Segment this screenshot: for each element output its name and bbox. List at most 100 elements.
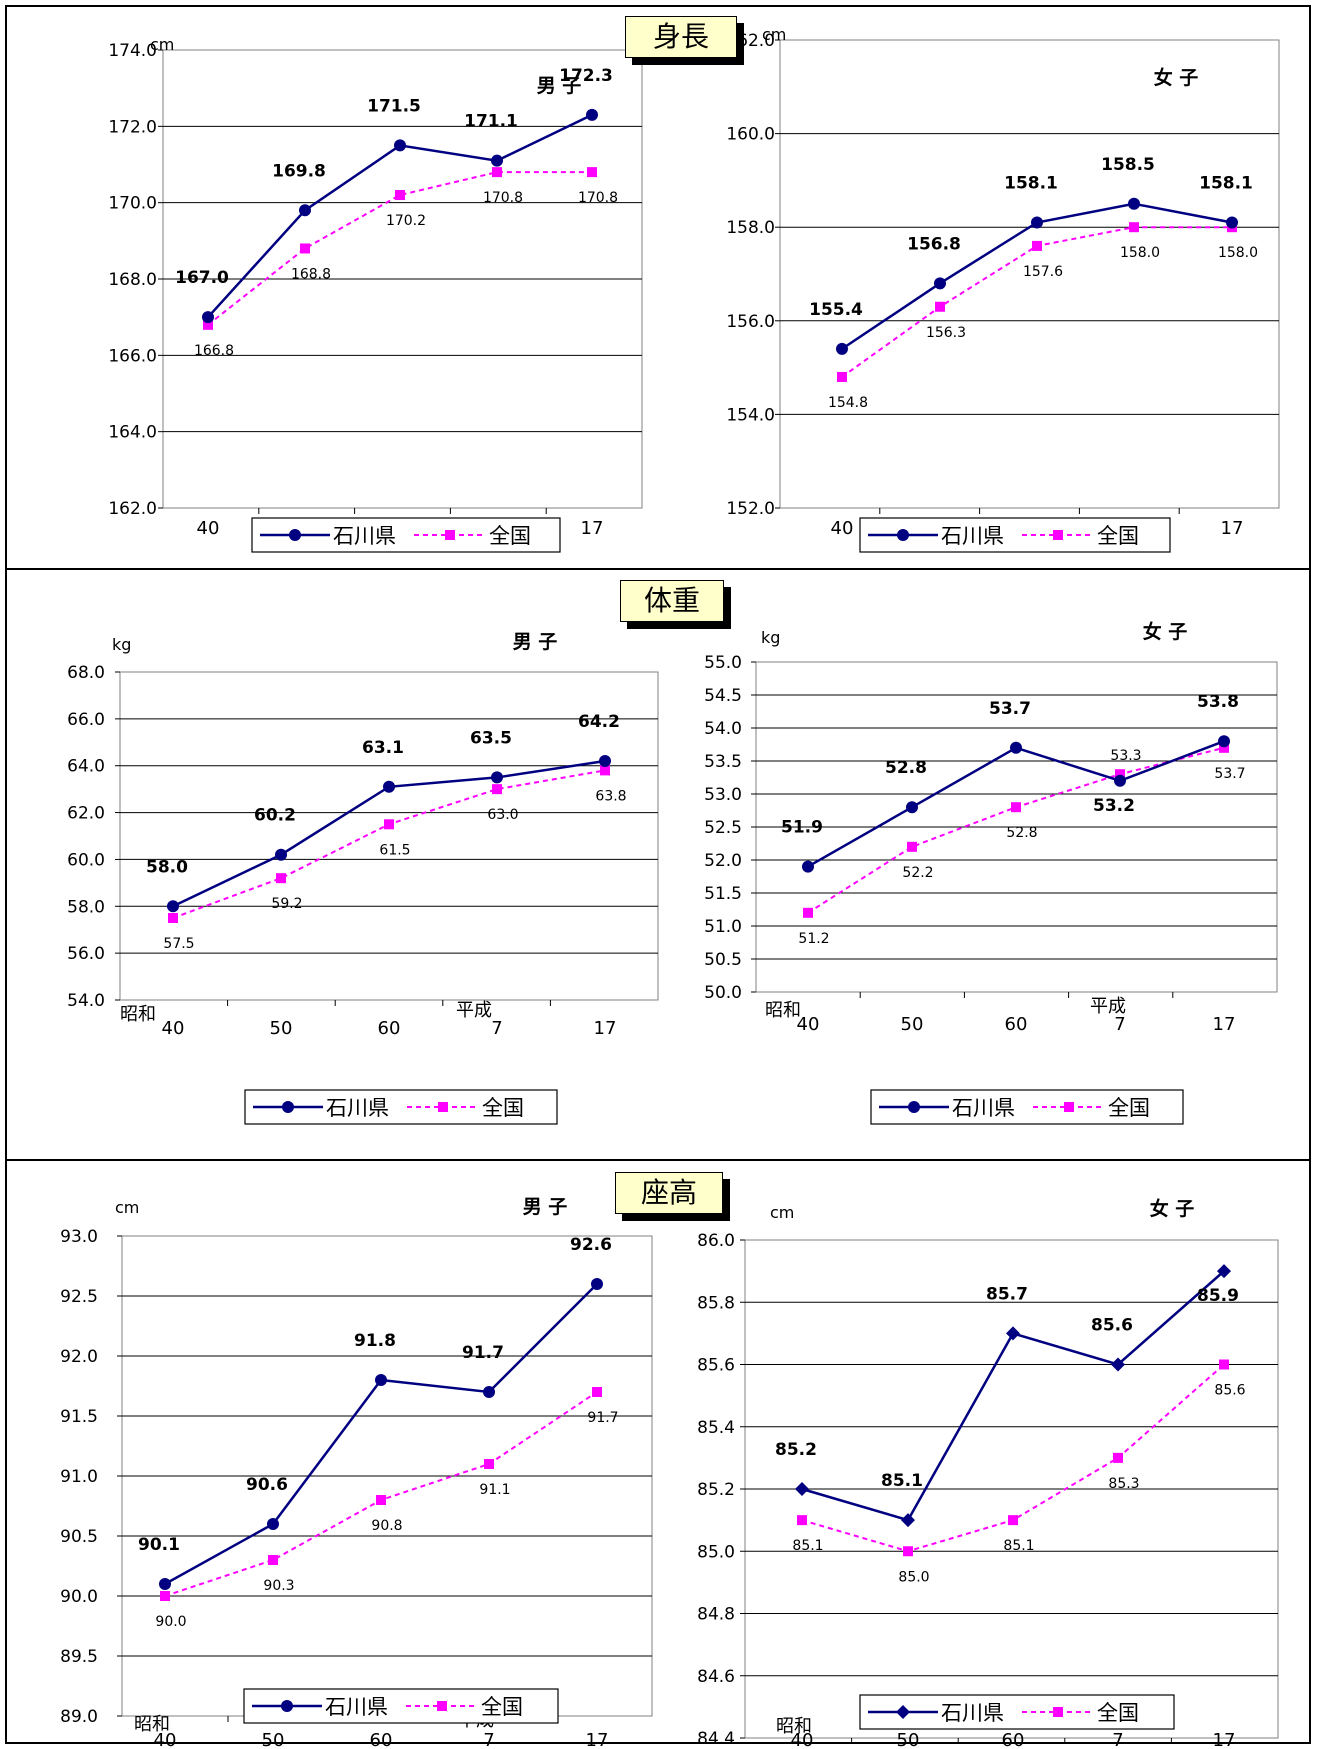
data-point-ishikawa [375,1374,387,1386]
data-point-ishikawa [483,1386,495,1398]
data-point-national [1115,769,1125,780]
data-label-ishikawa: 158.1 [1004,174,1058,194]
plot-area [119,671,659,1001]
era-label: 平成 [456,1000,492,1021]
legend-marker-national [438,1102,448,1112]
data-point-ishikawa [1226,216,1238,229]
x-tick-label: 60 [370,1730,393,1749]
data-label-ishikawa: 92.6 [570,1235,612,1255]
x-tick-label: 40 [197,518,220,539]
data-point-ishikawa [383,780,395,793]
y-tick-label: 68.0 [67,663,105,683]
data-point-national [160,1591,170,1601]
unit-label: cm [150,35,174,54]
legend-marker-national [1064,1102,1074,1112]
y-tick-label: 152.0 [726,499,775,519]
y-tick-label: 51.5 [704,884,742,904]
data-label-ishikawa: 85.2 [775,1440,817,1460]
x-tick-label: 50 [897,1730,920,1749]
x-tick-label: 50 [270,1018,293,1039]
section-frame-sitting-height [5,1159,1311,1744]
data-label-ishikawa: 158.1 [1199,174,1253,194]
data-point-national [1219,1359,1229,1370]
x-tick-label: 60 [378,1018,401,1039]
y-tick-label: 51.0 [704,917,742,937]
legend-label-ishikawa: 石川県 [952,1096,1015,1120]
legend-marker-ishikawa [908,1101,920,1113]
data-label-national: 59.2 [271,896,302,912]
data-label-ishikawa: 85.6 [1091,1316,1133,1336]
legend-label-national: 全国 [1097,524,1139,548]
x-tick-label: 40 [797,1014,820,1035]
data-label-ishikawa: 52.8 [885,758,927,778]
data-point-national [837,371,847,382]
legend-marker-ishikawa [282,1101,294,1113]
data-label-ishikawa: 169.8 [272,161,326,181]
legend-marker-ishikawa [897,529,909,541]
data-label-ishikawa: 90.6 [246,1475,288,1495]
unit-label: kg [761,628,780,647]
data-point-ishikawa [1114,774,1126,787]
data-point-ishikawa [299,204,311,217]
data-label-national: 85.1 [792,1538,823,1554]
data-label-ishikawa: 53.7 [989,699,1031,719]
y-tick-label: 164.0 [108,423,157,443]
y-tick-label: 162.0 [108,499,157,519]
unit-label: cm [115,1198,139,1217]
data-point-national [935,301,945,312]
unit-label: kg [112,635,131,654]
data-point-national [1011,802,1021,813]
data-label-ishikawa: 91.7 [462,1343,504,1363]
data-point-ishikawa [795,1482,809,1496]
chart-sitting-height-boys: 89.0 89.5 90.0 90.5 91.0 91.5 92.0 92.5 93.0 40 50… [60,1196,653,1749]
legend-label-ishikawa: 石川県 [941,524,1004,548]
data-point-national [492,784,502,795]
data-point-national [1219,742,1229,753]
y-tick-label: 85.6 [697,1356,735,1376]
x-tick-label: 40 [791,1730,814,1749]
data-label-ishikawa: 85.9 [1197,1286,1239,1306]
data-label-ishikawa: 91.8 [354,1331,396,1351]
x-tick-label: 7 [483,1730,494,1749]
chart-title: 女 子 [1150,1197,1195,1220]
section-title-sitting-height: 座高 [615,1172,723,1214]
data-point-ishikawa [1010,741,1022,754]
data-label-national: 91.7 [587,1410,618,1426]
y-tick-label: 62.0 [67,804,105,824]
legend-label-ishikawa: 石川県 [326,1096,389,1120]
x-tick-label: 7 [1114,1014,1125,1035]
data-point-national [907,841,917,852]
data-label-national: 52.8 [1006,825,1037,841]
data-point-national [803,907,813,918]
y-tick-label: 84.8 [697,1605,735,1625]
data-point-ishikawa [802,860,814,873]
data-label-ishikawa: 155.4 [809,300,863,320]
chart-title: 男 子 [513,631,558,653]
legend-marker-ishikawa [896,1705,910,1719]
legend-marker-ishikawa [281,1700,293,1712]
chart-title: 女 子 [1154,66,1199,89]
data-label-national: 154.8 [828,395,868,411]
era-label: 昭和 [120,1004,156,1025]
data-point-ishikawa [267,1518,279,1530]
legend-marker-national [445,530,455,540]
data-label-national: 170.8 [578,190,618,206]
x-tick-label: 17 [581,518,604,539]
data-point-national [1032,240,1042,251]
x-tick-label: 40 [154,1730,177,1749]
x-tick-label: 17 [1221,518,1244,539]
chart-weight-girls: 50.0 50.5 51.0 51.5 52.0 52.5 53.0 53.5 54.0 54.5… [704,620,1278,1125]
data-point-national [600,765,610,776]
y-tick-label: 90.5 [60,1527,98,1547]
era-label: 昭和 [134,1714,170,1735]
legend-label-ishikawa: 石川県 [333,524,396,548]
legend-label-national: 全国 [1097,1701,1139,1725]
chart-height-boys: 162.0 164.0 166.0 168.0 170.0 172.0 174.0 40 17 c… [108,35,643,553]
data-label-national: 157.6 [1023,264,1063,280]
y-tick-label: 54.0 [704,719,742,739]
unit-label: cm [770,1203,794,1222]
y-tick-label: 154.0 [726,405,775,425]
chart-weight-boys: 54.0 56.0 58.0 60.0 62.0 64.0 66.0 68.0 40 50 60 7 1… [67,631,659,1125]
y-tick-label: 90.0 [60,1587,98,1607]
